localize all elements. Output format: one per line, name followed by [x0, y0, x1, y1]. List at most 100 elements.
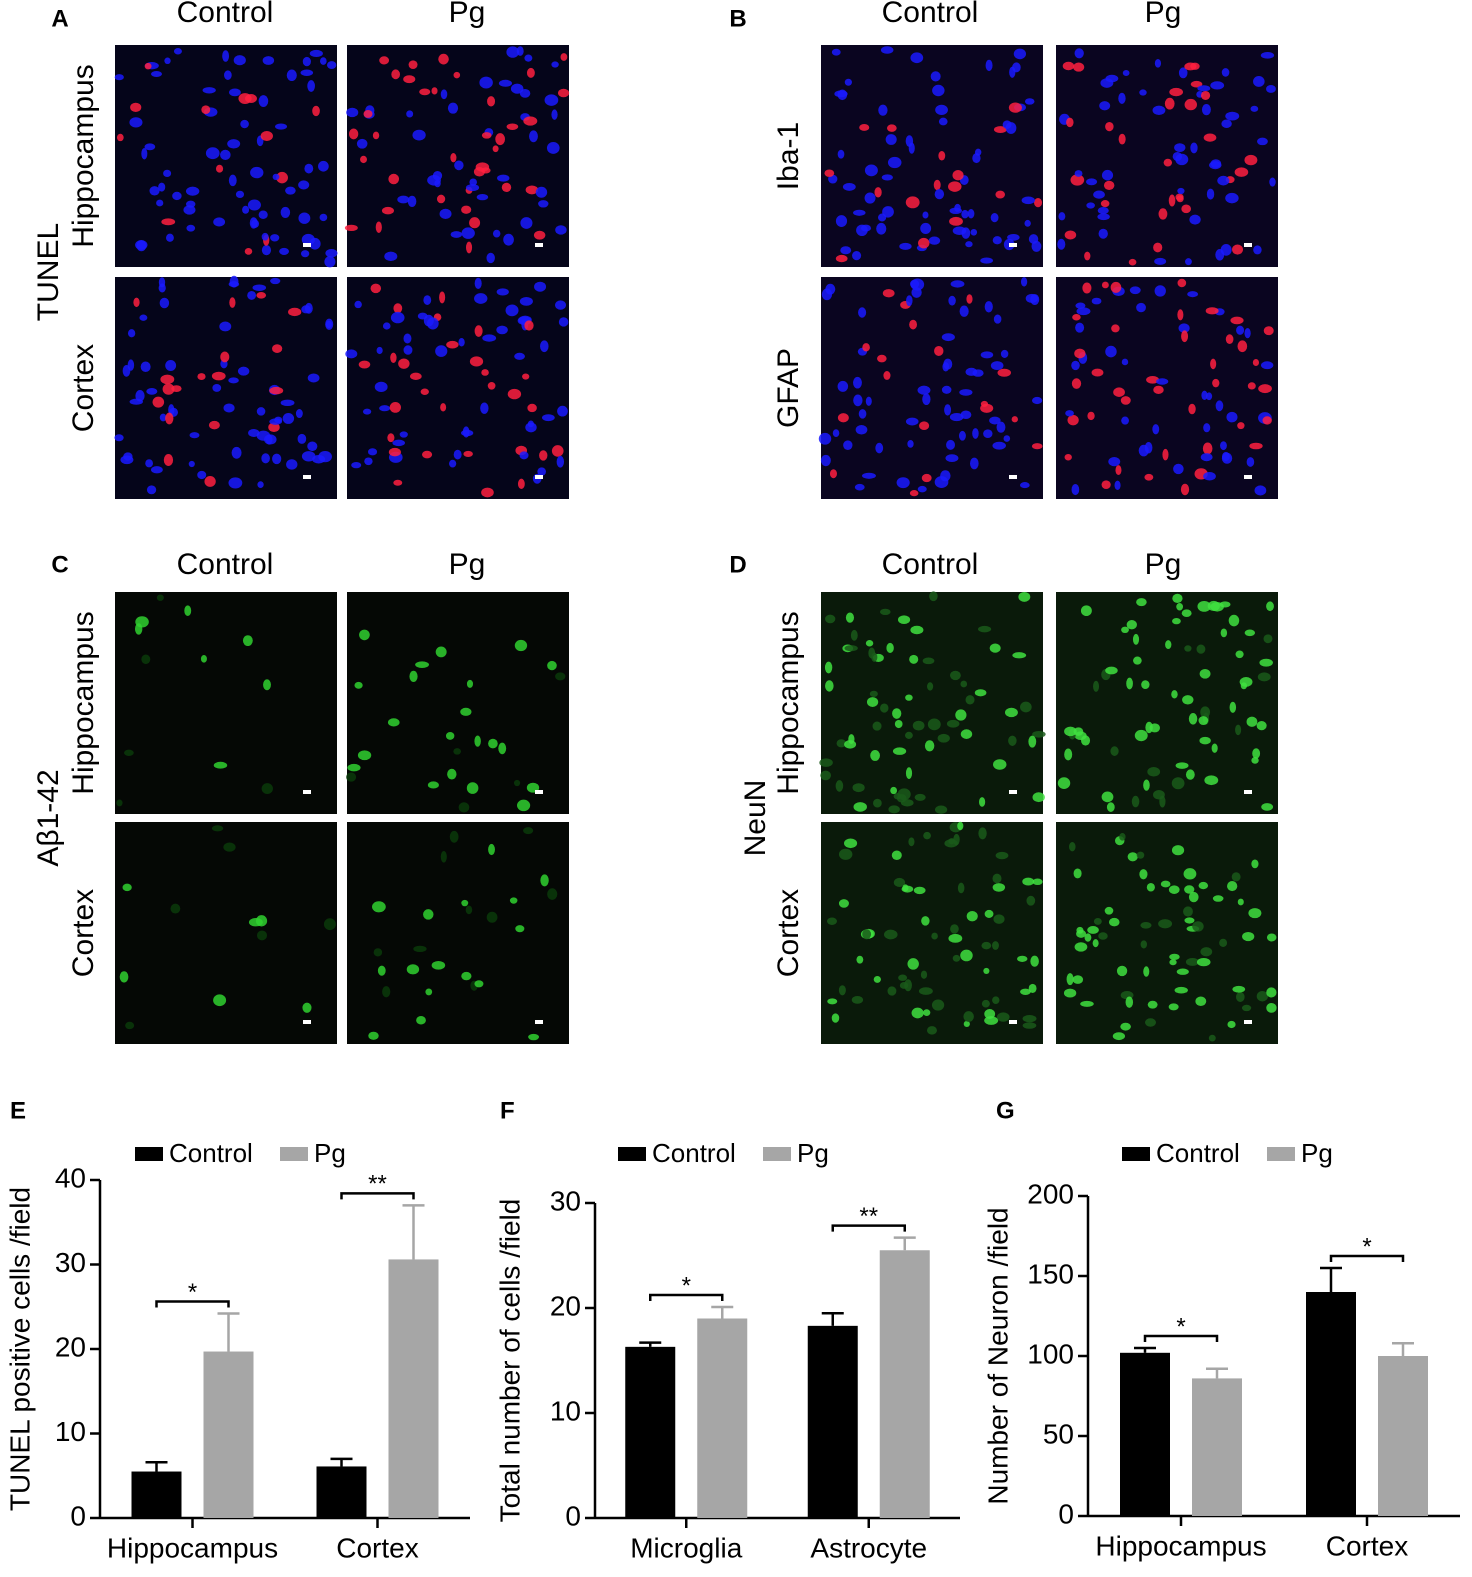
legend-swatch: [280, 1147, 308, 1161]
cell-dot: [1227, 1020, 1236, 1029]
cell-dot: [1022, 1015, 1037, 1023]
cell-dot: [1000, 349, 1009, 358]
cell-dot: [1197, 600, 1211, 612]
cell-dot: [555, 300, 566, 310]
cell-dot: [213, 217, 226, 227]
bar: [131, 1471, 182, 1518]
cell-dot: [1058, 212, 1066, 221]
cell-dot: [1011, 416, 1018, 423]
cell-dot: [992, 941, 999, 950]
cell-dot: [911, 1007, 924, 1019]
cell-dot: [298, 180, 310, 190]
cell-dot: [1266, 987, 1277, 998]
cell-dot: [1146, 376, 1160, 384]
cell-dot: [406, 110, 414, 118]
cell-dot: [853, 209, 866, 216]
cell-dot: [1091, 297, 1102, 305]
cell-dot: [348, 128, 359, 140]
cell-dot: [921, 916, 930, 926]
cell-dot: [1190, 80, 1203, 88]
cell-dot: [1073, 868, 1082, 879]
significance-bracket: [1329, 1254, 1405, 1262]
cell-dot: [391, 69, 401, 80]
cell-dot: [558, 88, 570, 98]
y-tick-label: 30: [550, 1185, 581, 1216]
cell-dot: [474, 325, 483, 337]
cell-dot: [240, 119, 249, 129]
cell-dot: [1220, 244, 1232, 256]
cell-dot: [393, 479, 403, 486]
x-tick-label: Cortex: [336, 1532, 418, 1563]
cell-dot: [918, 987, 933, 995]
cell-dot: [1246, 716, 1258, 727]
cell-dot: [900, 799, 914, 807]
micrograph: [821, 821, 1043, 1044]
cell-dot: [1203, 133, 1217, 142]
cell-dot: [516, 46, 524, 56]
cell-dot: [427, 317, 439, 330]
cell-dot: [905, 694, 913, 701]
cell-dot: [961, 227, 971, 239]
cell-dot: [899, 242, 912, 250]
cell-dot: [474, 293, 488, 304]
cell-dot: [1032, 730, 1046, 738]
legend-label: Pg: [1301, 1138, 1333, 1168]
cell-dot: [1206, 188, 1215, 200]
cell-dot: [992, 441, 1006, 450]
cell-dot: [1181, 204, 1191, 214]
cell-dot: [213, 761, 228, 769]
cell-dot: [926, 1026, 937, 1035]
cell-dot: [862, 929, 872, 940]
cell-dot: [957, 821, 964, 831]
cell-dot: [1074, 170, 1083, 177]
significance-label: *: [188, 1279, 197, 1306]
micrograph-background: [347, 822, 569, 1044]
bar: [1378, 1356, 1428, 1516]
cell-dot: [843, 440, 853, 451]
cell-dot: [1143, 779, 1150, 791]
column-header: Control: [882, 548, 979, 581]
legend-label: Control: [1156, 1138, 1240, 1168]
y-tick-label: 0: [565, 1500, 581, 1531]
cell-dot: [1028, 983, 1037, 994]
cell-dot: [993, 914, 1005, 924]
cell-dot: [524, 320, 534, 331]
legend-label: Control: [169, 1138, 253, 1168]
micrograph: [819, 591, 1046, 814]
cell-dot: [865, 396, 872, 406]
cell-dot: [1169, 87, 1184, 97]
cell-dot: [1152, 424, 1160, 435]
cell-dot: [1020, 482, 1030, 489]
cell-dot: [445, 732, 455, 740]
cell-dot: [1244, 629, 1256, 637]
cell-dot: [309, 237, 321, 250]
cell-dot: [135, 389, 145, 402]
scale-bar: [1009, 475, 1017, 479]
cell-dot: [932, 84, 945, 97]
cell-dot: [486, 911, 498, 923]
column-header: Pg: [449, 548, 486, 581]
cell-dot: [534, 281, 547, 292]
cell-dot: [1205, 392, 1213, 401]
cell-dot: [820, 454, 831, 467]
cell-dot: [440, 403, 447, 412]
cell-dot: [886, 124, 897, 132]
cell-dot: [963, 1011, 974, 1022]
cell-dot: [824, 661, 833, 674]
cell-dot: [393, 303, 403, 314]
cell-dot: [920, 970, 928, 979]
cell-dot: [431, 87, 438, 95]
cell-dot: [1162, 448, 1169, 461]
cell-dot: [469, 217, 481, 229]
cell-dot: [852, 250, 862, 261]
cell-dot: [1067, 414, 1079, 426]
cell-dot: [280, 206, 291, 219]
cell-dot: [544, 94, 559, 106]
cell-dot: [312, 105, 320, 117]
cell-dot: [831, 1013, 840, 1023]
y-tick-label: 50: [1043, 1418, 1074, 1449]
cell-dot: [907, 440, 914, 448]
cell-dot: [1244, 154, 1258, 166]
cell-dot: [547, 888, 558, 900]
